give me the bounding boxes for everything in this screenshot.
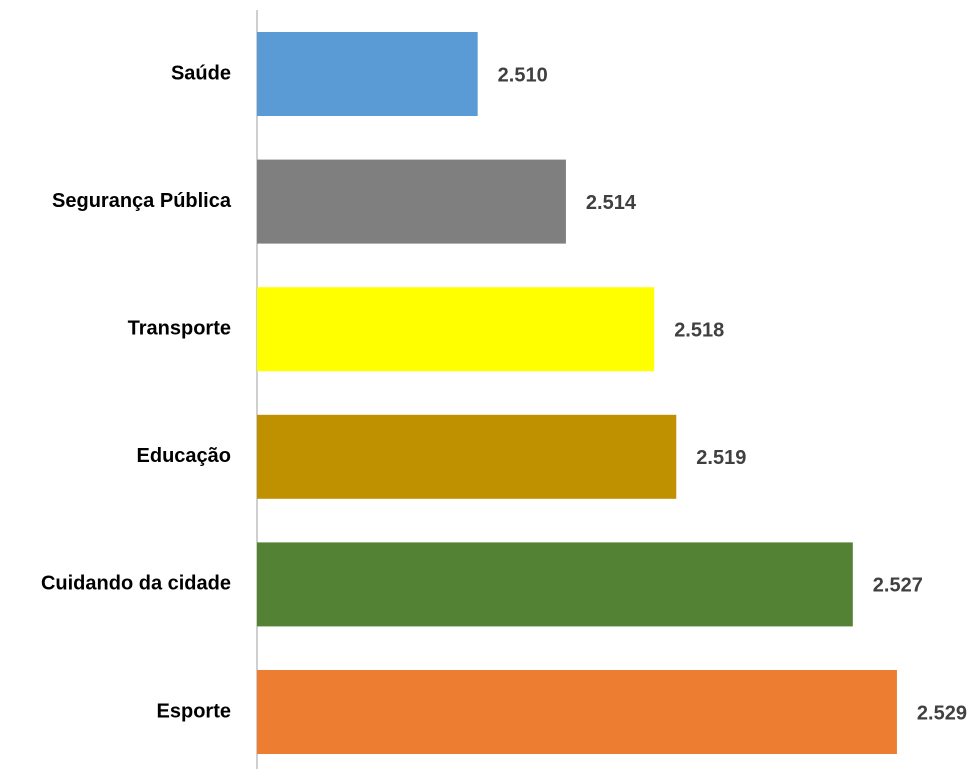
category-label: Transporte [128, 317, 231, 339]
data-label: 2.527 [873, 575, 923, 597]
bar [257, 159, 566, 244]
bar [257, 542, 853, 627]
data-label: 2.529 [917, 702, 967, 724]
category-label: Esporte [157, 700, 231, 722]
category-label: Cuidando da cidade [41, 573, 231, 595]
bar [257, 414, 677, 499]
data-label: 2.519 [696, 447, 746, 469]
data-label: 2.518 [674, 319, 724, 341]
category-label: Saúde [171, 62, 231, 84]
category-label: Educação [137, 445, 231, 467]
data-label: 2.510 [498, 64, 548, 86]
data-label: 2.514 [586, 192, 637, 214]
bar [257, 32, 478, 116]
bar [257, 670, 897, 754]
category-label: Segurança Pública [52, 190, 232, 212]
bar [257, 287, 655, 372]
